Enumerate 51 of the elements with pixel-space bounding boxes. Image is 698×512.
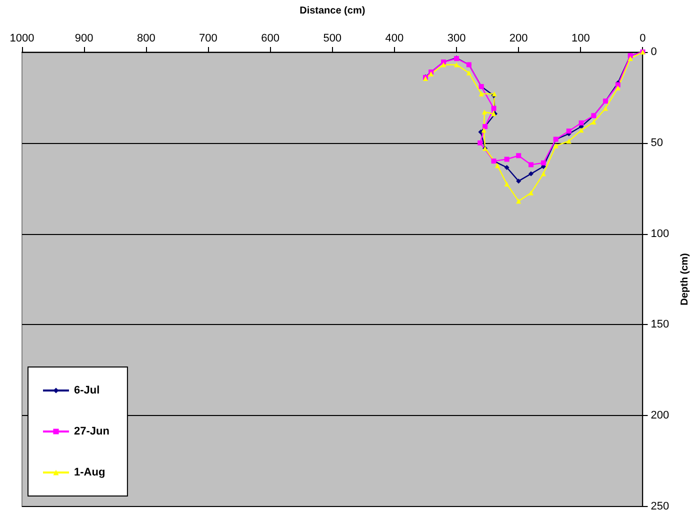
point (466, 70, 472, 76)
point (540, 160, 546, 166)
legend-label: 27-Jun (74, 426, 110, 438)
point (504, 156, 510, 162)
point (603, 106, 608, 111)
x-tick-label: 700 (199, 32, 218, 44)
point (528, 162, 534, 168)
point (566, 128, 572, 134)
point (578, 120, 584, 126)
y-tick-label: 200 (650, 410, 670, 422)
x-tick-label: 200 (509, 32, 528, 44)
legend-label: 1-Aug (74, 466, 106, 478)
point (494, 163, 500, 168)
point (482, 109, 487, 114)
point (566, 138, 572, 144)
point (504, 181, 510, 186)
point (481, 128, 486, 133)
point (478, 140, 483, 146)
point (454, 62, 460, 68)
y-tick-label: 250 (650, 500, 670, 512)
y-tick-label: 0 (650, 46, 657, 58)
x-tick-label: 600 (261, 32, 280, 44)
x-tick-label: 400 (385, 32, 404, 44)
x-tick-label: 900 (74, 32, 94, 44)
x-tick-label: 1000 (10, 32, 34, 44)
x-tick-label: 100 (571, 32, 590, 44)
point (440, 62, 446, 68)
point (504, 164, 510, 170)
x-tick-label: 800 (136, 32, 156, 44)
y-tick-label: 150 (650, 318, 670, 331)
point (516, 178, 522, 184)
x-tick-label: 300 (447, 32, 466, 44)
point (553, 143, 558, 148)
point (528, 171, 534, 176)
x-tick-label: 500 (323, 32, 342, 44)
point (591, 119, 596, 124)
point (628, 56, 633, 62)
legend-label: 6-Jul (74, 384, 100, 396)
point (516, 153, 522, 158)
point (540, 171, 546, 176)
point (528, 190, 534, 196)
x-tick-label: 0 (640, 32, 646, 44)
y-axis-title: Depth (cm) (680, 253, 690, 306)
x-axis-title: Distance (cm) (300, 6, 366, 16)
y-tick-label: 100 (650, 228, 670, 240)
point (478, 91, 484, 96)
point (491, 106, 496, 111)
point (516, 198, 522, 204)
point (578, 128, 584, 133)
y-tick-label: 50 (650, 136, 663, 149)
point (615, 85, 620, 90)
